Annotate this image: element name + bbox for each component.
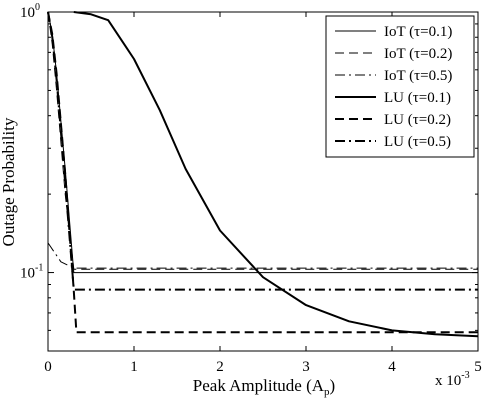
x-multiplier-base: x 10 xyxy=(435,373,461,389)
x-axis-label: Peak Amplitude (Ap) xyxy=(193,376,335,398)
legend-label-5: LU (τ=0.2) xyxy=(384,112,451,128)
legend-label-3: IoT (τ=0.5) xyxy=(384,68,452,84)
series-line-2 xyxy=(47,11,478,270)
y-tick-label: 10-1 xyxy=(20,263,43,282)
x-tick-label: 5 xyxy=(474,359,482,375)
x-tick-label: 1 xyxy=(130,359,138,375)
x-axis-label-main: Peak Amplitude (A xyxy=(193,376,325,395)
x-tick-label: 0 xyxy=(44,359,52,375)
plot-frame xyxy=(47,11,479,352)
legend-box xyxy=(325,15,475,158)
x-tick-label: 2 xyxy=(216,359,224,375)
series-line-6 xyxy=(47,11,478,291)
x-tick-label: 3 xyxy=(302,359,310,375)
x-multiplier-exp: -3 xyxy=(461,370,469,381)
legend-label-4: LU (τ=0.1) xyxy=(384,90,451,106)
legend: IoT (τ=0.1) IoT (τ=0.2) IoT (τ=0.5) LU (τ=0… xyxy=(325,15,475,158)
y-tick-label: 100 xyxy=(20,2,40,21)
series-line-4 xyxy=(73,11,479,338)
x-tick-label: 4 xyxy=(388,359,396,375)
legend-label-2: IoT (τ=0.2) xyxy=(384,46,452,62)
x-axis-label-sub: p xyxy=(324,386,330,398)
legend-label-1: IoT (τ=0.1) xyxy=(384,24,452,40)
ticks-layer: 0 1 2 3 4 5 100 10-1 xyxy=(20,2,482,375)
x-axis-label-close: ) xyxy=(330,376,336,395)
series-layer xyxy=(47,11,479,338)
x-multiplier: x 10-3 xyxy=(435,370,470,389)
legend-label-6: LU (τ=0.5) xyxy=(384,134,451,150)
y-axis-label: Outage Probability xyxy=(0,117,18,246)
